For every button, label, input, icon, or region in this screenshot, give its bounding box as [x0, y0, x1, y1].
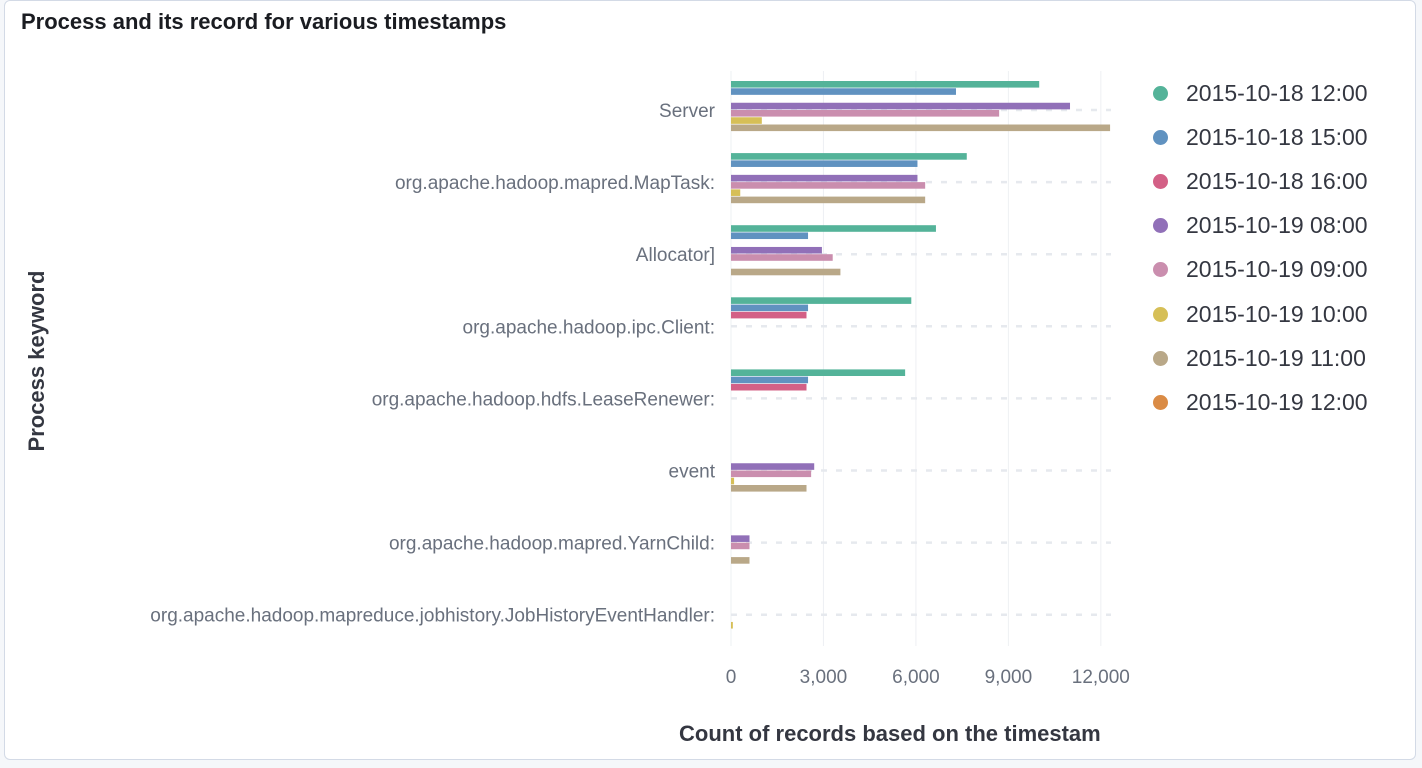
y-tick-label: org.apache.hadoop.mapreduce.jobhistory.J…: [150, 606, 715, 627]
bar: [731, 88, 956, 95]
bar: [731, 189, 741, 196]
bar: [731, 470, 812, 478]
y-tick-label: Allocator]: [636, 245, 715, 266]
legend-label: 2015-10-19 12:00: [1186, 388, 1368, 415]
panel-title: Process and its record for various times…: [21, 9, 507, 34]
bar: [731, 369, 906, 376]
x-tick-label: 3,000: [800, 667, 848, 688]
y-tick-label: org.apache.hadoop.ipc.Client:: [463, 317, 715, 338]
bar: [731, 621, 733, 629]
y-axis-title: Process keyword: [24, 271, 49, 452]
legend-item[interactable]: 2015-10-18 15:00: [1145, 115, 1368, 159]
x-tick-label: 9,000: [985, 667, 1033, 688]
x-tick-label: 12,000: [1072, 667, 1130, 688]
bar: [731, 268, 841, 276]
bar-chart: 0 3,000 6,000 9,000 12,000 Server org.apache.h…: [24, 71, 1130, 746]
bar: [731, 557, 750, 564]
bar: [731, 102, 1071, 110]
legend-label: 2015-10-18 16:00: [1186, 167, 1368, 194]
bar: [731, 311, 807, 319]
legend-label: 2015-10-19 09:00: [1186, 256, 1368, 283]
bar: [731, 232, 809, 240]
legend-label: 2015-10-18 12:00: [1186, 79, 1368, 106]
legend-swatch: [1153, 350, 1168, 366]
y-tick-label: org.apache.hadoop.mapred.MapTask:: [395, 173, 715, 194]
legend-item[interactable]: 2015-10-19 12:00: [1145, 380, 1368, 424]
bar: [731, 174, 918, 182]
legend-label: 2015-10-19 10:00: [1186, 300, 1368, 327]
legend-item[interactable]: 2015-10-18 16:00: [1145, 159, 1368, 203]
x-tick-label: 6,000: [892, 667, 940, 688]
bar: [731, 383, 807, 391]
legend-swatch: [1153, 85, 1168, 101]
bar: [731, 297, 912, 304]
chart-panel: Process and its record for various times…: [4, 0, 1416, 760]
legend-swatch: [1153, 394, 1168, 410]
legend-swatch: [1153, 306, 1168, 322]
legend-label: 2015-10-19 08:00: [1186, 212, 1368, 239]
legend-item[interactable]: 2015-10-18 12:00: [1145, 71, 1368, 115]
bar: [731, 182, 926, 189]
legend-label: 2015-10-18 15:00: [1186, 123, 1368, 150]
y-tick-label: Server: [659, 101, 716, 122]
bar: [731, 225, 936, 232]
bar: [731, 304, 809, 312]
legend-swatch: [1153, 173, 1168, 189]
bar: [731, 254, 833, 261]
legend-label: 2015-10-19 11:00: [1186, 344, 1366, 371]
legend-item[interactable]: 2015-10-19 11:00: [1145, 336, 1368, 380]
bar: [731, 542, 750, 550]
bar: [731, 246, 822, 254]
bar: [731, 463, 815, 470]
bar: [731, 124, 1111, 132]
bar: [731, 477, 735, 485]
bar: [731, 110, 1000, 117]
y-tick-label: org.apache.hadoop.hdfs.LeaseRenewer:: [372, 389, 715, 410]
x-tick-label: 0: [726, 667, 737, 688]
legend-swatch: [1153, 129, 1168, 145]
y-tick-label: event: [669, 462, 716, 483]
bar: [731, 81, 1040, 88]
x-axis-title: Count of records based on the timestam: [679, 721, 1101, 746]
chart-legend: 2015-10-18 12:00 2015-10-18 15:00 2015-10-…: [1145, 71, 1368, 425]
y-tick-label: org.apache.hadoop.mapred.YarnChild:: [389, 534, 715, 555]
bar: [731, 485, 807, 492]
legend-swatch: [1153, 262, 1168, 278]
legend-item[interactable]: 2015-10-19 10:00: [1145, 292, 1368, 336]
legend-item[interactable]: 2015-10-19 09:00: [1145, 248, 1368, 292]
bar: [731, 117, 762, 124]
bar: [731, 535, 750, 542]
bar: [731, 153, 967, 160]
bar: [731, 160, 918, 167]
bar: [731, 196, 926, 204]
bar: [731, 376, 809, 384]
legend-swatch: [1153, 218, 1168, 234]
legend-item[interactable]: 2015-10-19 08:00: [1145, 204, 1368, 248]
